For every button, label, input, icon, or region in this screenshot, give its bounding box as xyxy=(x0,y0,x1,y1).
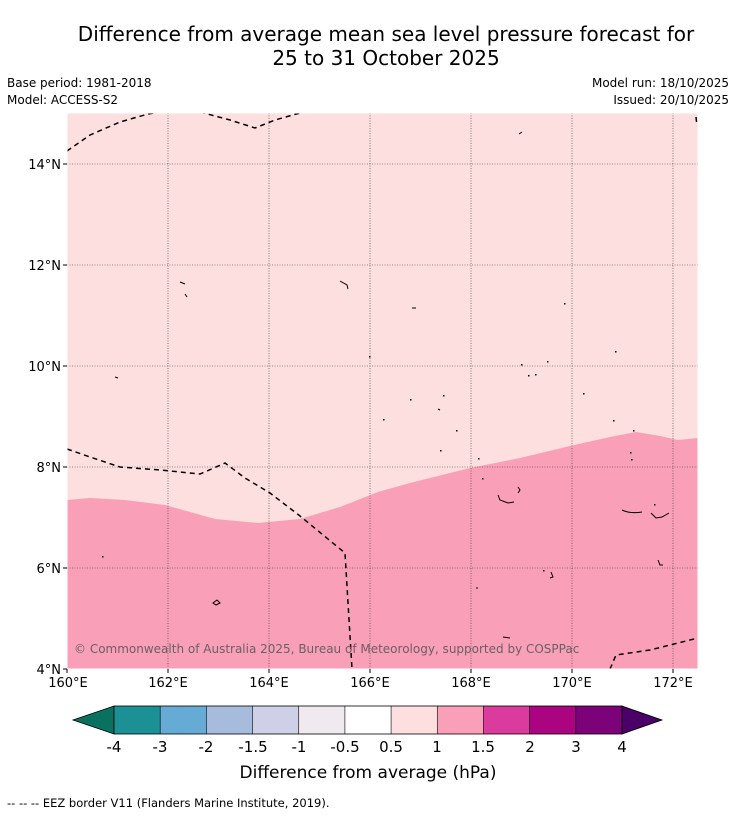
colorbar-tick: 4 xyxy=(617,738,627,756)
lon-label: 162°E xyxy=(148,676,188,691)
axis-tick-marks xyxy=(63,163,674,673)
copyright-notice: © Commonwealth of Australia 2025, Bureau… xyxy=(74,642,579,656)
colorbar-tick: 2 xyxy=(525,738,535,756)
colorbar-tick: -1.5 xyxy=(238,738,267,756)
colorbar-bin xyxy=(252,706,300,734)
colorbar-bin xyxy=(206,706,254,734)
colorbar: -4 -3 -2 -1.5 -1 -0.5 0.5 1 1.5 2 3 4 Di… xyxy=(71,705,664,783)
colorbar-tick: 3 xyxy=(571,738,581,756)
small-islets xyxy=(102,303,656,572)
lon-tick-labels: 160°E 162°E 164°E 166°E 168°E 170°E 172°… xyxy=(48,676,693,691)
lat-label: 10°N xyxy=(28,360,61,375)
meta-right: Model run: 18/10/2025 Issued: 20/10/2025 xyxy=(592,75,729,109)
colorbar-frame xyxy=(113,705,623,735)
colorbar-tick: -0.5 xyxy=(330,738,359,756)
meta-left: Base period: 1981-2018 Model: ACCESS-S2 xyxy=(7,75,152,109)
colorbar-tick: 0.5 xyxy=(379,738,403,756)
model-run: Model run: 18/10/2025 xyxy=(591,76,729,90)
colorbar-tick: 1.5 xyxy=(471,738,495,756)
lon-label: 168°E xyxy=(451,676,491,691)
eez-footnote: -- -- -- EEZ border V11 (Flanders Marine… xyxy=(7,796,330,810)
colorbar-bin xyxy=(575,706,623,734)
colorbar-tick: -2 xyxy=(199,738,214,756)
lat-tick-labels: 14°N 12°N 10°N 8°N 6°N 4°N xyxy=(28,158,61,678)
lon-label: 160°E xyxy=(48,676,88,691)
colorbar-bin xyxy=(344,706,392,734)
map-frame xyxy=(66,112,699,670)
colorbar-tick: -4 xyxy=(107,738,122,756)
lat-label: 6°N xyxy=(37,562,62,577)
colorbar-tick: -3 xyxy=(153,738,168,756)
lon-label: 170°E xyxy=(552,676,592,691)
colorbar-ticks: -4 -3 -2 -1.5 -1 -0.5 0.5 1 1.5 2 3 4 xyxy=(107,738,627,756)
lat-label: 8°N xyxy=(37,461,62,476)
colorbar-label: Difference from average (hPa) xyxy=(240,763,497,783)
lon-label: 164°E xyxy=(249,676,289,691)
map-area xyxy=(67,113,698,669)
colorbar-bin xyxy=(160,706,207,734)
colorbar-under-arrow xyxy=(71,705,115,735)
colorbar-over-arrow xyxy=(621,705,664,735)
lon-label: 166°E xyxy=(350,676,390,691)
colorbar-tick: -1 xyxy=(292,738,307,756)
title-line-1: Difference from average mean sea level p… xyxy=(77,22,695,46)
colorbar-bins xyxy=(114,706,623,734)
colorbar-bin xyxy=(298,706,346,734)
colorbar-tick: 1 xyxy=(432,738,442,756)
anomaly-region-high xyxy=(67,432,698,669)
map-title: Difference from average mean sea level p… xyxy=(0,22,736,70)
issued-date: Issued: 20/10/2025 xyxy=(613,93,729,107)
colorbar-bin xyxy=(437,706,484,734)
title-line-2: 25 to 31 October 2025 xyxy=(272,46,500,70)
colorbar-bin xyxy=(529,706,577,734)
graticule xyxy=(67,113,698,669)
lon-label: 172°E xyxy=(653,676,693,691)
colorbar-bin xyxy=(391,706,438,734)
colorbar-bin xyxy=(483,706,531,734)
lat-label: 4°N xyxy=(37,663,62,678)
base-period: Base period: 1981-2018 xyxy=(7,76,152,90)
islands xyxy=(114,131,670,639)
lat-label: 14°N xyxy=(28,158,61,173)
lat-label: 12°N xyxy=(28,259,61,274)
model-name: Model: ACCESS-S2 xyxy=(7,93,119,107)
colorbar-bin xyxy=(114,706,161,734)
